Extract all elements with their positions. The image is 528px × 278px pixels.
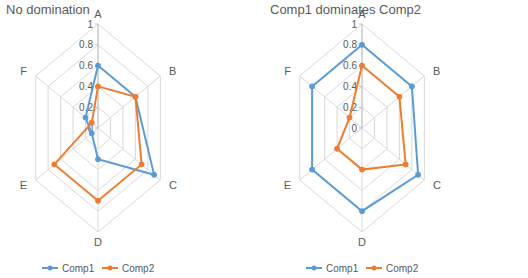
category-label: D (358, 236, 366, 248)
tick (359, 107, 362, 108)
tick-label: 0.6 (79, 60, 93, 71)
category-label: B (169, 65, 176, 77)
legend-marker (372, 266, 377, 271)
series-line (86, 66, 155, 175)
marker (133, 94, 138, 99)
series-line (54, 86, 141, 200)
tick (95, 128, 98, 129)
axis-line (98, 24, 99, 128)
plot (52, 63, 157, 203)
category-label: F (284, 65, 291, 77)
marker (139, 162, 144, 167)
legend-marker (48, 266, 53, 271)
tick (359, 24, 362, 25)
marker (96, 198, 101, 203)
marker (96, 157, 101, 162)
chart: Comp1 dominates Comp200.20.40.60.81ABCDE… (270, 2, 441, 274)
marker (360, 167, 365, 172)
marker (96, 63, 101, 68)
spoke (98, 128, 160, 180)
spoke (98, 76, 160, 128)
category-label: C (169, 179, 177, 191)
spoke (98, 128, 99, 232)
marker (96, 84, 101, 89)
marker (310, 84, 315, 89)
tick (95, 24, 98, 25)
marker (397, 94, 402, 99)
tick-label: 0 (351, 123, 357, 134)
grid-ring (300, 24, 425, 232)
tick (359, 128, 362, 129)
category-label: F (20, 65, 27, 77)
category-label: B (433, 65, 440, 77)
grid (300, 24, 425, 232)
spoke (362, 128, 363, 232)
chart: No domination00.20.40.60.81ABCDEFComp1Co… (6, 2, 177, 274)
marker (360, 209, 365, 214)
marker (52, 162, 57, 167)
marker (416, 172, 421, 177)
marker (152, 172, 157, 177)
category-label: D (94, 236, 102, 248)
category-label: C (433, 179, 441, 191)
legend-marker (312, 266, 317, 271)
tick-label: 0.8 (79, 39, 93, 50)
marker (83, 115, 88, 120)
axis-line (362, 24, 363, 128)
marker (335, 146, 340, 151)
title: Comp1 dominates Comp2 (270, 2, 421, 17)
plot (310, 42, 421, 213)
marker (310, 167, 315, 172)
legend-label: Comp2 (386, 263, 419, 274)
marker (403, 162, 408, 167)
spoke (98, 24, 99, 128)
marker (360, 42, 365, 47)
marker (347, 115, 352, 120)
spoke (362, 24, 363, 128)
legend-label: Comp1 (62, 263, 95, 274)
series-line (337, 66, 406, 170)
tick-label: 1 (351, 19, 357, 30)
tick-label: 0.8 (343, 39, 357, 50)
marker (89, 131, 94, 136)
grid-ring (36, 24, 161, 232)
legend-marker (108, 266, 113, 271)
category-label: E (284, 179, 291, 191)
legend: Comp1 Comp2 (42, 263, 155, 274)
spoke (36, 128, 98, 180)
figure: No domination00.20.40.60.81ABCDEFComp1Co… (0, 0, 528, 278)
tick (95, 44, 98, 45)
marker (409, 84, 414, 89)
tick (359, 86, 362, 87)
marker (360, 63, 365, 68)
grid (36, 24, 161, 232)
spoke (300, 128, 362, 180)
title: No domination (6, 2, 90, 17)
marker (89, 120, 94, 125)
tick-label: 1 (87, 19, 93, 30)
series-line (312, 45, 418, 211)
legend: Comp1 Comp2 (306, 263, 419, 274)
legend-label: Comp1 (326, 263, 359, 274)
tick-label: 0.6 (343, 60, 357, 71)
category-label: A (358, 8, 366, 20)
category-label: E (20, 179, 27, 191)
legend-label: Comp2 (122, 263, 155, 274)
marker (133, 94, 138, 99)
category-label: A (94, 8, 102, 20)
